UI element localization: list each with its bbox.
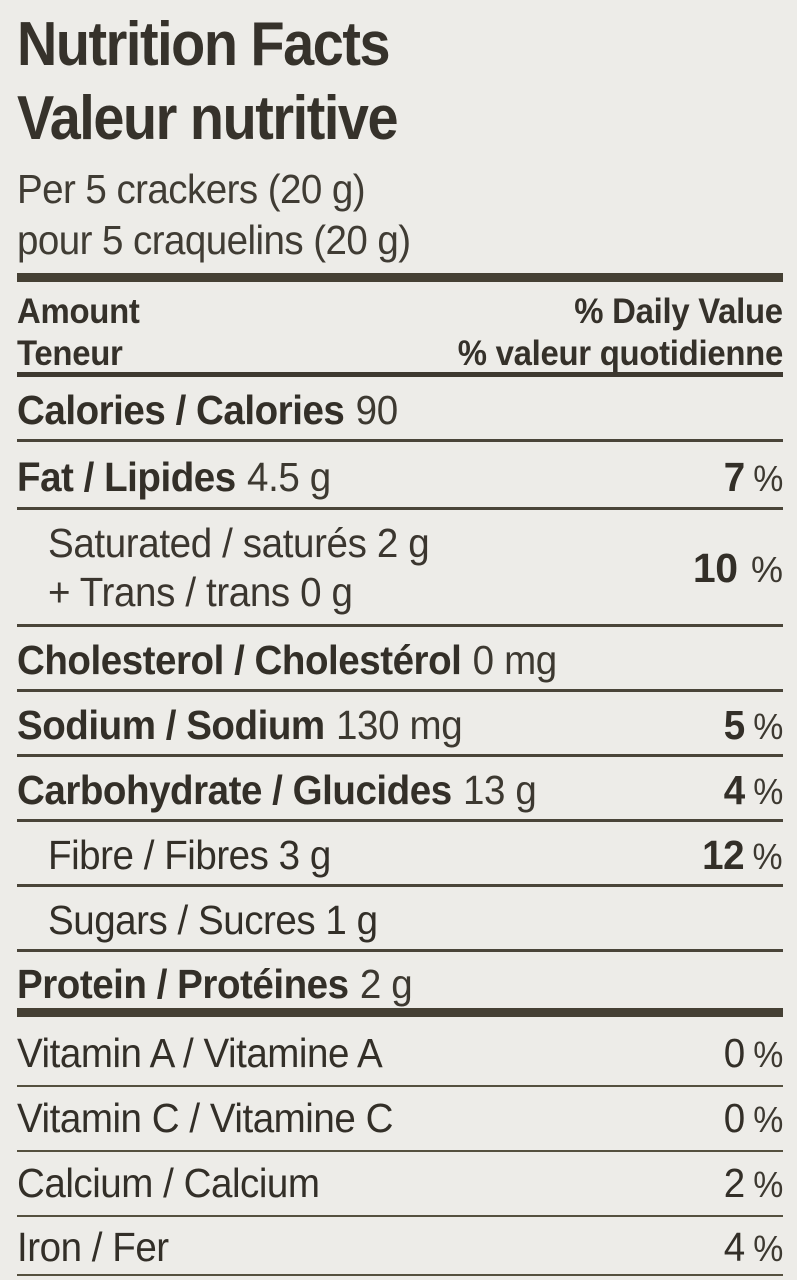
serving-size-block: Per 5 crackers (20 g) pour 5 craquelins … [17,164,783,266]
iron-dv-percent-sign: % [752,1227,783,1269]
rule-under-column-headers [17,372,783,377]
sodium-dv-percent-sign: % [752,705,783,747]
sugars-label: Sugars / Sucres 1 g [48,896,378,943]
cholesterol-label: Cholesterol / Cholestérol [17,636,462,683]
calories-amount: 90 [355,386,398,433]
rule-bottom [17,1274,783,1276]
column-header-amount-french: Teneur [17,334,123,373]
carbohydrate-amount: 13 g [462,766,537,813]
column-header-amount-english: Amount [17,292,140,331]
vitamin-c-label: Vitamin C / Vitamine C [17,1094,393,1141]
rule-under-sugars [17,949,783,952]
sodium-amount: 130 mg [335,701,463,748]
vitamin-c-dv-value: 0 [723,1094,745,1141]
row-iron: Iron / Fer 4 % [17,1219,783,1275]
sodium-label: Sodium / Sodium [17,701,325,748]
fat-label: Fat / Lipides [17,453,236,500]
vitamin-a-dv-value: 0 [723,1029,745,1076]
row-fat: Fat / Lipides 4.5 g 7 % [17,447,783,507]
rule-under-calcium [17,1215,783,1217]
rule-under-calories [17,439,783,442]
column-header-dv-english: % Daily Value [574,292,784,331]
carbohydrate-dv-percent-sign: % [752,770,783,812]
calcium-label: Calcium / Calcium [17,1159,320,1206]
iron-dv-value: 4 [723,1223,745,1270]
row-sugars: Sugars / Sucres 1 g [17,891,783,949]
row-calcium: Calcium / Calcium 2 % [17,1154,783,1212]
label-header: Nutrition Facts Valeur nutritive Per 5 c… [17,8,783,266]
rule-under-fibre [17,884,783,887]
fat-dv-percent-sign: % [752,457,783,499]
rule-under-vitamin-c [17,1150,783,1152]
iron-label: Iron / Fer [17,1223,169,1270]
saturated-trans-dv-value: 10 [692,544,738,591]
vitamin-a-label: Vitamin A / Vitamine A [17,1029,383,1076]
row-vitamin-a: Vitamin A / Vitamine A 0 % [17,1024,783,1082]
fibre-label: Fibre / Fibres 3 g [48,831,331,878]
calories-label: Calories / Calories [17,386,345,433]
row-saturated-trans: Saturated / saturés 2 g + Trans / trans … [17,513,783,623]
cholesterol-amount: 0 mg [472,636,558,683]
rule-under-sodium [17,754,783,757]
calcium-dv-percent-sign: % [752,1163,783,1205]
row-carbohydrate: Carbohydrate / Glucides 13 g 4 % [17,761,783,819]
calcium-dv-value: 2 [723,1159,745,1206]
rule-under-saturated [17,624,783,627]
fibre-dv-percent-sign: % [752,835,783,877]
saturated-trans-dv-percent-sign: % [750,548,783,590]
row-cholesterol: Cholesterol / Cholestérol 0 mg [17,631,783,689]
protein-label: Protein / Protéines [17,960,349,1007]
title-french: Valeur nutritive [17,84,399,153]
vitamin-a-dv-percent-sign: % [752,1033,783,1075]
fat-dv-value: 7 [723,453,745,500]
row-sodium: Sodium / Sodium 130 mg 5 % [17,696,783,754]
trans-fat-label: + Trans / trans 0 g [48,569,353,615]
serving-size-french: pour 5 craquelins (20 g) [17,217,411,263]
sodium-dv-value: 5 [723,701,745,748]
rule-above-micronutrients [17,1008,783,1017]
title-english: Nutrition Facts [17,10,391,79]
column-headers: Amount % Daily Value Teneur % valeur quo… [17,291,783,375]
rule-under-carbohydrate [17,819,783,822]
protein-amount: 2 g [359,960,413,1007]
row-calories: Calories / Calories 90 [17,380,783,440]
serving-size-english: Per 5 crackers (20 g) [17,166,366,212]
rule-top-thick [17,273,783,282]
column-header-dv-french: % valeur quotidienne [457,334,784,373]
rule-under-vitamin-a [17,1085,783,1087]
row-fibre: Fibre / Fibres 3 g 12 % [17,826,783,884]
carbohydrate-dv-value: 4 [723,766,745,813]
fibre-dv-value: 12 [702,831,745,878]
row-protein: Protein / Protéines 2 g [17,956,783,1012]
rule-under-cholesterol [17,689,783,692]
rule-under-fat [17,507,783,510]
carbohydrate-label: Carbohydrate / Glucides [17,766,452,813]
saturated-fat-label: Saturated / saturés 2 g [48,520,430,566]
fat-amount: 4.5 g [247,453,331,500]
row-vitamin-c: Vitamin C / Vitamine C 0 % [17,1089,783,1147]
vitamin-c-dv-percent-sign: % [752,1098,783,1140]
